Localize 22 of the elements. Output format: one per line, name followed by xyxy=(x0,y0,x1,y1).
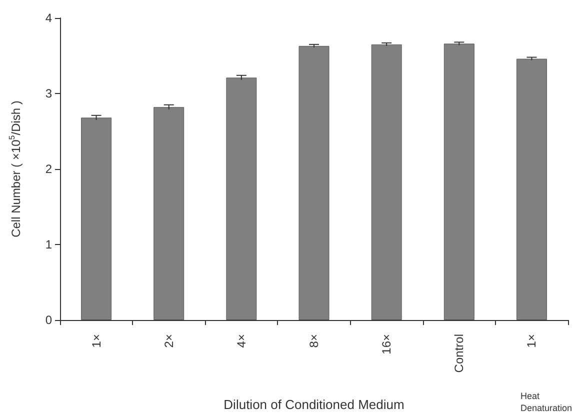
text: Heat Denaturation xyxy=(520,391,572,413)
y-tick-label: 3 xyxy=(45,86,52,100)
x-tick-label: Control xyxy=(452,334,466,373)
bar xyxy=(371,44,402,320)
y-tick-label: 4 xyxy=(45,11,52,25)
y-tick-label: 1 xyxy=(45,238,52,252)
x-tick-label: 4× xyxy=(234,334,248,348)
bar xyxy=(298,46,330,320)
bar xyxy=(154,107,184,320)
bar xyxy=(444,44,474,320)
bar xyxy=(226,78,257,320)
y-axis-title: Cell Number ( ×105/Dish ) xyxy=(8,100,23,238)
bar xyxy=(81,118,112,320)
x-axis-title: Dilution of Conditioned Medium xyxy=(224,397,404,412)
y-tick-label: 0 xyxy=(45,313,52,327)
y-tick-label: 2 xyxy=(45,162,52,176)
bar xyxy=(516,58,547,320)
x-tick-label: 8× xyxy=(307,334,321,348)
x-tick-label: 1× xyxy=(89,334,104,348)
x-tick-label: 1× xyxy=(524,334,539,348)
x-tick-label: 2× xyxy=(162,334,176,348)
x-tick-label: 16× xyxy=(380,334,394,354)
